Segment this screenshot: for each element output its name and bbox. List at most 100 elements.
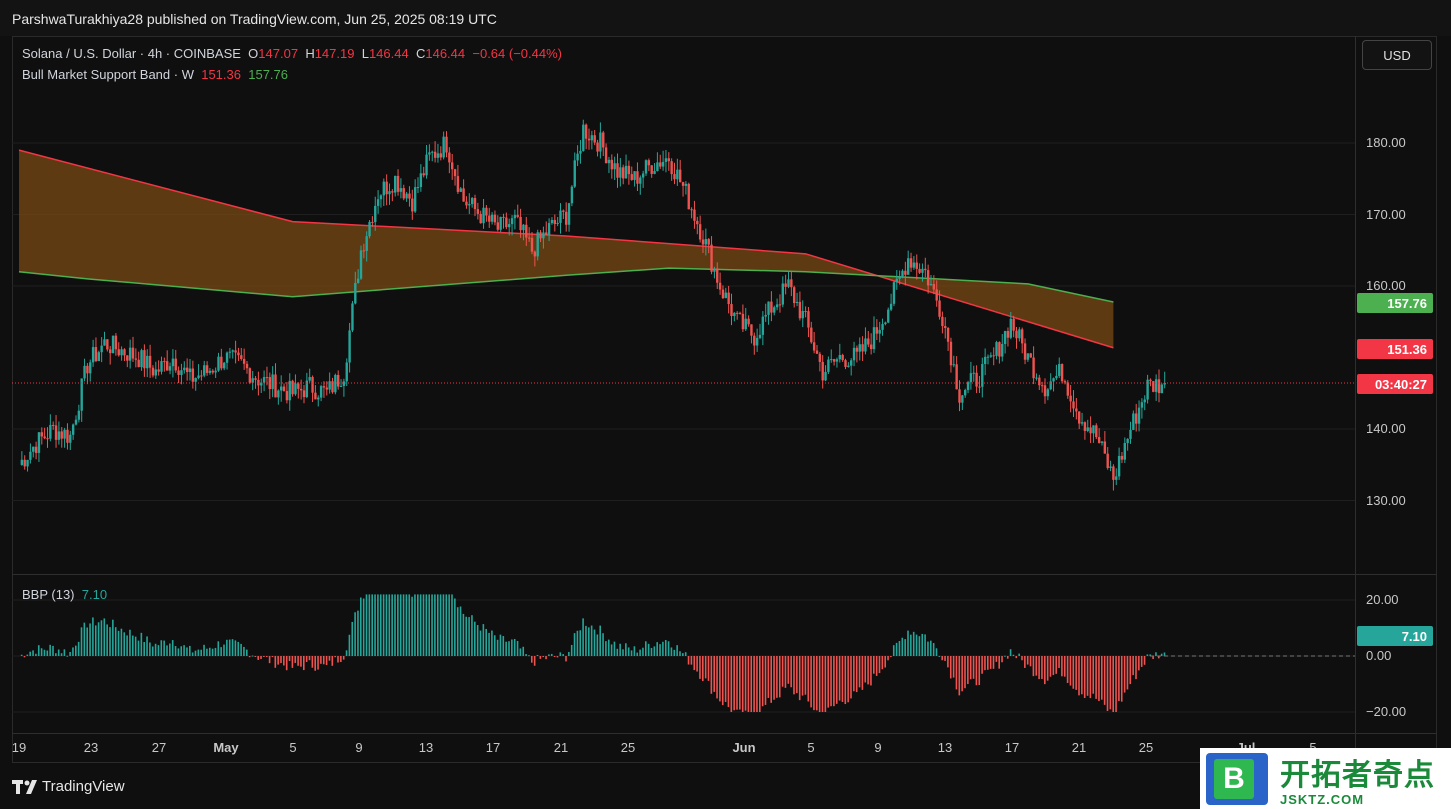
candle-body (1040, 385, 1044, 387)
bbp-bar (277, 656, 279, 665)
bbp-bar (1018, 653, 1020, 656)
candle-body (1157, 379, 1161, 394)
candle-body (411, 198, 414, 212)
bbp-bar (927, 641, 929, 656)
pane-divider[interactable] (12, 574, 1437, 575)
bbp-bar (220, 647, 222, 656)
candle-body (479, 213, 482, 224)
candle-body (325, 387, 328, 390)
publisher-line: ParshwaTurakhiya28 published on TradingV… (12, 11, 497, 27)
bbp-bar (283, 656, 285, 666)
bbp-bar (203, 644, 205, 656)
candle-body (684, 183, 688, 186)
bbp-bar (1112, 656, 1114, 712)
bbp-bar (642, 647, 644, 656)
bbp-bar (382, 594, 385, 656)
bbp-bar (719, 656, 721, 702)
candle-body (240, 355, 243, 359)
candle-body (422, 173, 425, 176)
bbp-bar (174, 646, 177, 656)
currency-button[interactable]: USD (1362, 40, 1432, 70)
bbp-bar (322, 656, 325, 665)
candle-body (402, 188, 405, 199)
bbp-bar (368, 594, 371, 656)
bbp-bar (967, 656, 969, 685)
candle-body (462, 188, 465, 202)
bbp-bar (471, 615, 473, 656)
chart-frame[interactable] (12, 36, 1437, 763)
bbp-bar (271, 656, 274, 657)
oscillator-legend[interactable]: BBP (13) 7.10 (22, 587, 107, 602)
candle-body (579, 150, 582, 154)
bbp-bar (721, 656, 724, 706)
main-legend[interactable]: Solana / U.S. Dollar · 4h · COINBASE O14… (22, 46, 562, 61)
bbp-bar (189, 645, 191, 656)
bbp-bar (197, 649, 200, 656)
candle-body (456, 176, 460, 192)
candle-body (545, 232, 548, 235)
bbp-bar (308, 656, 311, 661)
bbp-bar (26, 654, 29, 656)
bbp-bar (801, 656, 804, 696)
bbp-bar (163, 640, 165, 656)
candle-body (94, 347, 98, 362)
bbp-bar (123, 632, 126, 656)
bbp-bar (824, 656, 827, 712)
candle-body (510, 218, 514, 225)
bbp-bar (134, 636, 137, 656)
candle-body (1066, 382, 1069, 396)
bbp-bar (69, 652, 71, 656)
candle-body (197, 375, 200, 378)
bbp-bar (331, 656, 334, 666)
candle-body (488, 215, 491, 222)
bbp-bar (499, 634, 502, 656)
candle-body (670, 161, 673, 175)
candle-body (465, 201, 468, 206)
candle-body (989, 355, 993, 357)
bbp-bar (898, 641, 901, 656)
bbp-bar (137, 640, 140, 656)
candle-body (613, 163, 616, 170)
indicator-label: Bull Market Support Band · W (22, 67, 194, 82)
candle-body (944, 326, 947, 329)
candle-body (106, 339, 109, 350)
bbp-bar (465, 616, 468, 656)
bbp-bar (303, 656, 305, 671)
candle-body (698, 224, 702, 240)
candle-body (151, 367, 155, 376)
candle-body (738, 312, 742, 314)
candle-body (140, 350, 143, 368)
sma-line (18, 149, 1114, 349)
candle-body (1100, 441, 1104, 443)
bbp-bar (456, 607, 459, 656)
bbp-bar (149, 642, 151, 656)
candle-body (231, 350, 234, 352)
candle-body (582, 124, 585, 151)
bbp-bar (186, 647, 188, 656)
bbp-bar (724, 656, 727, 702)
bbp-bar (690, 656, 693, 665)
bbp-bar (228, 639, 231, 656)
candle-body (639, 177, 642, 184)
watermark-b-icon: B (1206, 752, 1268, 805)
candle-body (114, 335, 118, 350)
candle-body (265, 377, 269, 379)
indicator-legend[interactable]: Bull Market Support Band · W 151.36 157.… (22, 67, 288, 82)
bbp-bar (1078, 656, 1080, 696)
bbp-bar (844, 656, 847, 705)
bbp-bar (257, 656, 259, 660)
candle-body (1080, 422, 1084, 424)
bbp-bar (528, 655, 530, 657)
bbp-bar (531, 656, 533, 663)
tradingview-logo[interactable]: TradingView (12, 778, 125, 795)
bbp-bar (476, 625, 479, 656)
candle-body (40, 432, 43, 437)
bbp-bar (895, 642, 898, 656)
bbp-bar (72, 647, 74, 656)
candle-body (747, 318, 750, 325)
candle-body (103, 339, 106, 346)
bbp-bar (810, 656, 812, 708)
bbp-bar (425, 594, 428, 656)
candle-body (653, 170, 656, 174)
